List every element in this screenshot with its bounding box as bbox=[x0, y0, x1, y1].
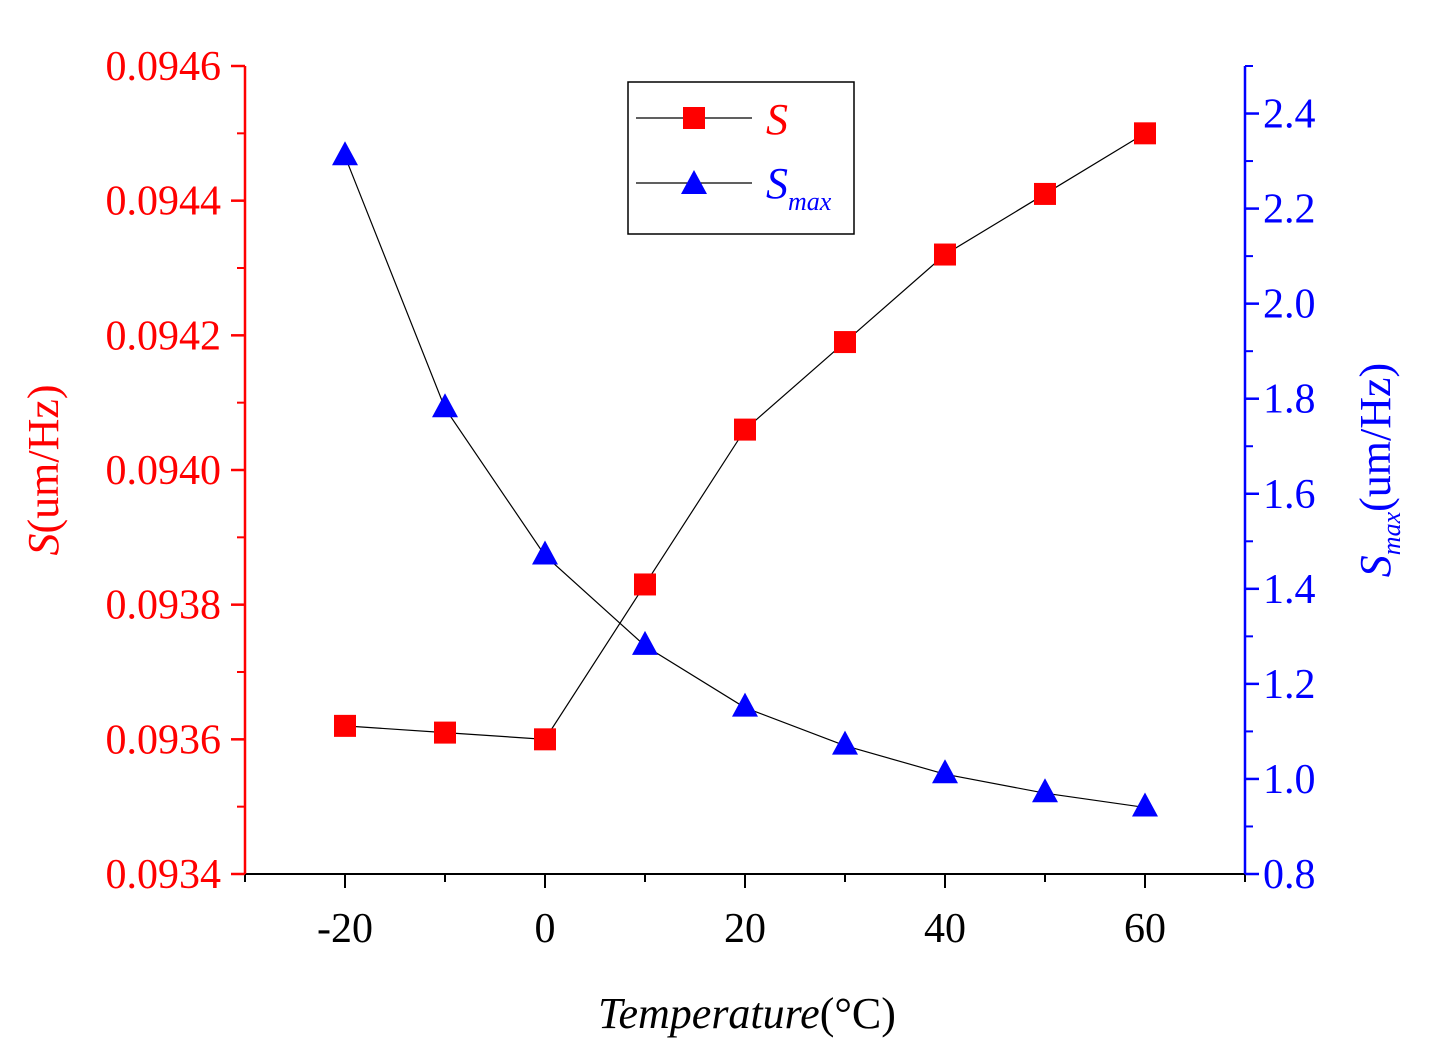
data-point-smax bbox=[1132, 792, 1158, 817]
x-axis-title-italic: Temperature bbox=[598, 989, 820, 1038]
data-point-s bbox=[934, 243, 956, 266]
x-tick-label: -20 bbox=[317, 906, 373, 952]
right-tick-label: 1.0 bbox=[1263, 757, 1316, 803]
axes-group: -20 0 20 40 60 0.0934 0.0936 0.0938 0.0940 0.0942… bbox=[106, 44, 1316, 952]
legend-label-smax: Smax bbox=[766, 159, 832, 216]
data-point-s bbox=[334, 714, 356, 737]
data-point-smax bbox=[732, 692, 758, 717]
data-point-s bbox=[634, 573, 656, 596]
data-point-smax bbox=[1032, 778, 1058, 803]
left-tick-label: 0.0942 bbox=[106, 313, 222, 359]
legend-box bbox=[627, 81, 855, 235]
data-point-smax bbox=[332, 141, 358, 166]
x-tick-label: 0 bbox=[535, 906, 556, 952]
right-axis-title-unit: (um/Hz) bbox=[1351, 363, 1400, 512]
data-point-s bbox=[734, 418, 756, 441]
right-tick-label: 0.8 bbox=[1263, 852, 1316, 898]
right-tick-label: 1.2 bbox=[1263, 662, 1316, 708]
right-tick-label: 1.4 bbox=[1263, 567, 1316, 613]
left-tick-label: 0.0936 bbox=[106, 717, 222, 763]
right-tick-label: 1.8 bbox=[1263, 377, 1316, 423]
data-point-smax bbox=[432, 393, 458, 418]
data-point-smax bbox=[632, 630, 658, 655]
right-axis-title: Smax(um/Hz) bbox=[1351, 363, 1406, 577]
left-axis-title-symbol: S bbox=[19, 534, 68, 556]
right-tick-label: 2.2 bbox=[1263, 187, 1316, 233]
left-axis-title-unit: (um/Hz) bbox=[19, 384, 68, 533]
legend-label-s: S bbox=[766, 95, 788, 144]
left-tick-label: 0.0940 bbox=[106, 448, 222, 494]
data-point-s bbox=[1134, 122, 1156, 145]
data-point-s bbox=[434, 721, 456, 744]
right-tick-label: 1.6 bbox=[1263, 472, 1316, 518]
data-point-smax bbox=[832, 730, 858, 755]
left-tick-label: 0.0934 bbox=[106, 852, 222, 898]
right-axis-title-subscript: max bbox=[1377, 511, 1406, 555]
right-tick-label: 2.0 bbox=[1263, 282, 1316, 328]
x-axis-title: Temperature(°C) bbox=[598, 989, 896, 1038]
x-tick-label: 20 bbox=[724, 906, 766, 952]
legend-label-smax-symbol: S bbox=[766, 159, 788, 208]
data-point-s bbox=[834, 331, 856, 354]
legend: S Smax bbox=[627, 81, 855, 235]
data-point-s bbox=[534, 728, 556, 751]
right-axis-title-symbol: S bbox=[1351, 555, 1400, 577]
x-axis-title-unit: (°C) bbox=[820, 989, 896, 1038]
data-point-s bbox=[1034, 182, 1056, 205]
left-tick-label: 0.0938 bbox=[106, 583, 222, 629]
right-tick-label: 2.4 bbox=[1263, 92, 1316, 138]
data-point-smax bbox=[932, 759, 958, 784]
x-tick-label: 60 bbox=[1124, 906, 1166, 952]
legend-marker-s bbox=[683, 107, 705, 129]
left-tick-label: 0.0946 bbox=[106, 44, 222, 90]
legend-marker-smax bbox=[681, 170, 707, 194]
left-tick-label: 0.0944 bbox=[106, 179, 222, 225]
x-tick-label: 40 bbox=[924, 906, 966, 952]
series-group bbox=[332, 122, 1158, 817]
left-axis-title: S(um/Hz) bbox=[19, 384, 68, 555]
data-point-smax bbox=[532, 540, 558, 565]
legend-label-smax-subscript: max bbox=[788, 187, 832, 216]
